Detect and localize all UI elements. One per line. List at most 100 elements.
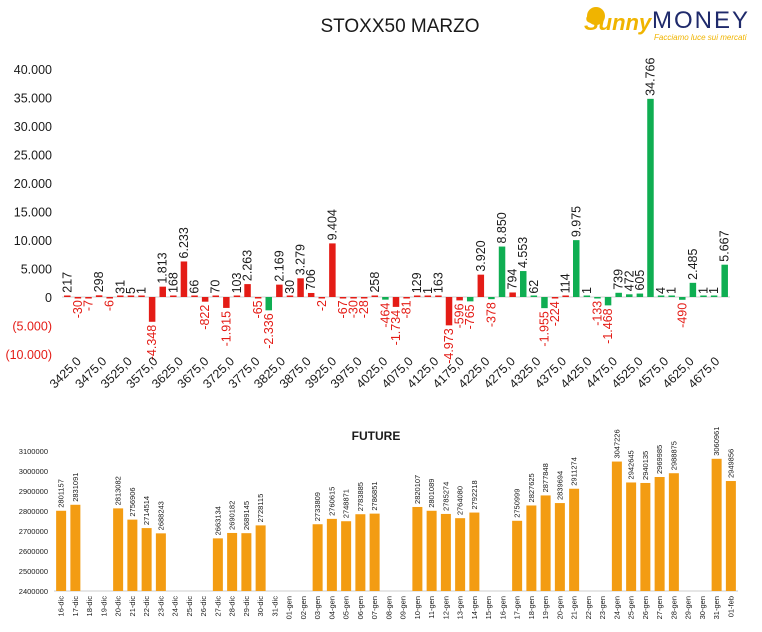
bar: [212, 538, 223, 591]
data-label: 1: [135, 287, 149, 294]
data-label: -596: [453, 303, 467, 328]
y-tick-label: 25.000: [14, 149, 52, 163]
data-label: 2714514: [142, 496, 151, 525]
bar: [689, 282, 697, 297]
x-tick-label: 08-gen: [384, 596, 393, 619]
bar: [138, 295, 145, 297]
data-label: 2801157: [57, 479, 66, 508]
y-axis: 2400000 2500000 2600000 2700000 2800000 29000…: [19, 447, 738, 596]
bar: [594, 297, 601, 299]
x-tick-label: 25-gen: [627, 596, 636, 619]
data-label: 103: [230, 273, 244, 294]
bar: [241, 533, 252, 591]
chart-title: STOXX50 MARZO: [320, 16, 480, 37]
data-label: 129: [410, 272, 424, 293]
x-tick-label: 27-gen: [655, 596, 664, 619]
bar: [562, 295, 569, 297]
data-label: 3.279: [294, 244, 308, 275]
bar: [636, 293, 644, 297]
x-tick-label: 18-dic: [85, 596, 94, 617]
data-label: 2760615: [327, 487, 336, 516]
bar: [530, 295, 538, 297]
data-label: -30: [347, 300, 361, 318]
x-tick-label: 11-gen: [427, 596, 436, 619]
data-label: -1.468: [601, 308, 615, 343]
bar: [710, 295, 718, 297]
x-tick-label: 28-gen: [669, 596, 678, 619]
data-label: 1: [696, 287, 710, 294]
y-tick-label: 10.000: [14, 234, 52, 248]
bar: [113, 508, 124, 591]
x-tick-label: 24-gen: [612, 596, 621, 619]
y-axis: (10.000) (5.000) 0 5.000 10.000 15.000 20.000 2…: [5, 63, 730, 362]
bar: [227, 532, 238, 591]
bar: [307, 292, 315, 297]
bar: [392, 297, 400, 307]
x-tick-label: 27-dic: [213, 596, 222, 617]
bar: [244, 284, 251, 297]
bar: [498, 246, 506, 297]
x-tick-label: 29-dic: [242, 596, 251, 617]
bar: [445, 297, 453, 326]
data-label: 114: [559, 273, 573, 293]
data-label: 217: [60, 272, 74, 293]
bar: [276, 284, 283, 297]
x-tick-label: 21-gen: [570, 596, 579, 619]
x-tick-label: 19-dic: [99, 596, 108, 617]
bar: [626, 482, 637, 591]
bar: [466, 297, 474, 302]
data-label: -67: [336, 300, 350, 318]
x-tick-label: 05-gen: [342, 596, 351, 619]
data-label: 62: [527, 280, 541, 294]
x-tick-label: 09-gen: [399, 596, 408, 619]
x-tick-label: 17-dic: [71, 596, 80, 617]
data-label: -464: [378, 303, 392, 328]
bar: [286, 295, 294, 297]
data-label: 2750999: [513, 489, 522, 518]
x-tick-label: 03-gen: [313, 596, 322, 619]
data-label: -30: [71, 300, 85, 318]
bars: [64, 98, 728, 326]
bar: [141, 528, 152, 591]
data-label: 2877848: [541, 463, 550, 492]
data-label: 34.766: [643, 58, 657, 96]
bar: [212, 295, 219, 297]
x-tick-label: 07-gen: [370, 596, 379, 619]
x-tick-label: 31-dic: [270, 596, 279, 617]
x-tick-label: 20-dic: [114, 596, 123, 617]
y-tick-label: 2800000: [19, 507, 48, 516]
x-tick-label: 06-gen: [356, 596, 365, 619]
data-label: 2949856: [726, 449, 735, 478]
bar: [469, 512, 480, 591]
x-tick-label: 28-dic: [228, 596, 237, 617]
x-tick-label: 21-dic: [128, 596, 137, 617]
data-labels: 217-30-7298-63151-4.3481.8131686.23366-8…: [60, 58, 731, 364]
bar: [509, 292, 516, 297]
data-label: 2792218: [470, 480, 479, 509]
data-label: -4.348: [145, 325, 159, 360]
logo-sunny-text: Sunny: [584, 10, 653, 35]
bar: [254, 297, 262, 299]
bar: [318, 297, 326, 299]
x-tick-label: 13-gen: [456, 596, 465, 619]
bar: [255, 525, 266, 591]
data-label: 3060961: [712, 427, 721, 456]
data-label: -2: [315, 300, 329, 311]
data-label: 2748871: [342, 489, 351, 518]
bar: [668, 295, 675, 297]
options-chart: (10.000) (5.000) 0 5.000 10.000 15.000 20.000 2…: [5, 58, 731, 392]
data-label: 2783885: [356, 482, 365, 511]
bar: [512, 520, 523, 591]
bar: [412, 506, 423, 591]
x-tick-label: 12-gen: [441, 596, 450, 619]
bar: [526, 505, 537, 591]
x-tick-label: 24-dic: [171, 596, 180, 617]
data-label: 66: [188, 280, 202, 294]
data-label: 168: [166, 272, 180, 293]
y-tick-label: 20.000: [14, 177, 52, 191]
data-label: -490: [675, 303, 689, 328]
data-label: 3047226: [612, 429, 621, 458]
bar: [70, 504, 81, 591]
y-tick-label: 15.000: [14, 206, 52, 220]
bar: [265, 297, 273, 311]
